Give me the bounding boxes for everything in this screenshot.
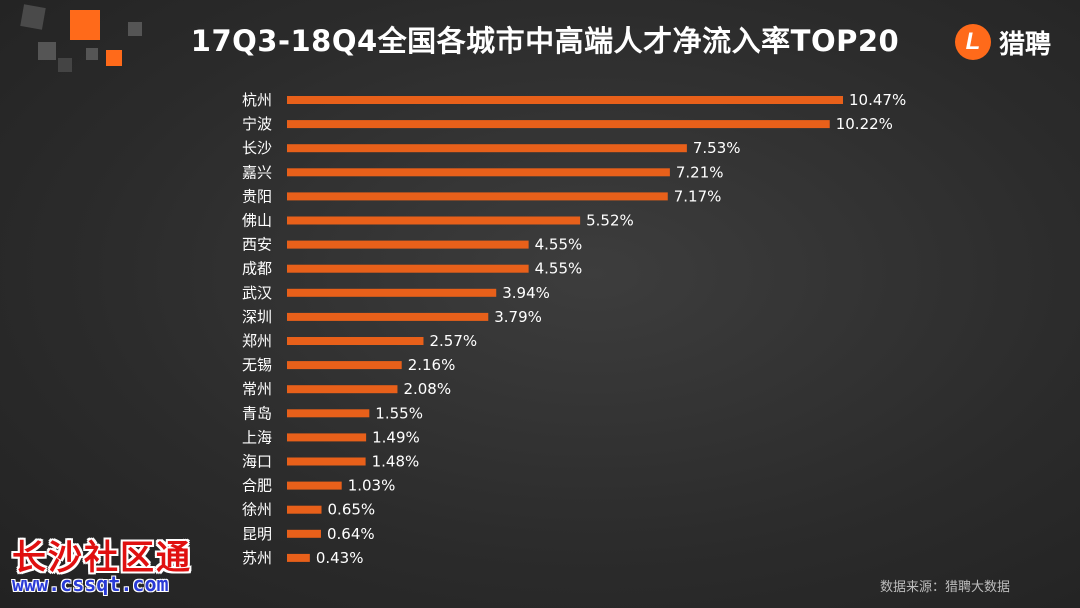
value-label: 7.53% — [693, 139, 741, 157]
category-label: 苏州 — [242, 549, 272, 567]
value-label: 1.49% — [372, 428, 420, 446]
category-label: 宁波 — [242, 115, 272, 133]
value-label: 10.47% — [849, 91, 906, 109]
category-label: 海口 — [242, 453, 272, 471]
value-label: 10.22% — [836, 115, 893, 133]
bar — [287, 216, 581, 225]
bar — [287, 96, 843, 104]
value-label: 0.65% — [328, 501, 376, 519]
bar — [287, 144, 687, 153]
category-label: 嘉兴 — [242, 163, 272, 181]
bar — [287, 481, 342, 490]
value-label: 3.79% — [494, 308, 542, 326]
watermark-url: www.cssqt.com — [12, 572, 169, 596]
bar — [287, 385, 398, 394]
category-label: 无锡 — [242, 356, 272, 374]
decorative-cubes — [20, 4, 142, 72]
value-label: 1.55% — [375, 404, 423, 422]
bar — [287, 505, 322, 514]
category-label: 郑州 — [242, 332, 272, 350]
category-label: 昆明 — [242, 525, 272, 543]
bar — [287, 264, 529, 273]
value-label: 3.94% — [502, 284, 550, 302]
bar — [287, 553, 310, 562]
bar — [287, 120, 830, 129]
category-label: 深圳 — [242, 308, 272, 326]
bar — [287, 192, 668, 201]
category-label: 成都 — [242, 260, 272, 278]
category-label: 西安 — [242, 236, 272, 254]
category-label: 合肥 — [242, 477, 272, 495]
category-label: 杭州 — [242, 91, 272, 109]
value-label: 0.64% — [327, 525, 375, 543]
data-source-note: 数据来源：猎聘大数据 — [880, 580, 1011, 595]
logo-text: 猎聘 — [999, 29, 1052, 60]
value-label: 2.16% — [408, 356, 456, 374]
value-label: 0.43% — [316, 549, 364, 567]
value-label: 5.52% — [586, 212, 634, 230]
bar — [287, 312, 489, 321]
category-label: 长沙 — [242, 139, 272, 157]
bar — [287, 457, 366, 466]
bar — [287, 409, 370, 418]
category-label: 武汉 — [242, 284, 272, 302]
value-label: 1.03% — [348, 477, 396, 495]
category-label: 贵阳 — [242, 187, 272, 205]
bar — [287, 288, 497, 297]
category-label: 上海 — [242, 428, 272, 446]
logo-mark: L — [955, 24, 991, 60]
value-label: 4.55% — [535, 236, 583, 254]
bar — [287, 433, 367, 442]
category-label: 青岛 — [242, 404, 272, 422]
bar — [287, 168, 670, 177]
value-label: 7.17% — [674, 187, 722, 205]
liepin-logo: L 猎聘 — [955, 20, 1051, 64]
category-label: 佛山 — [242, 212, 272, 230]
value-label: 2.08% — [403, 380, 451, 398]
page-title: 17Q3-18Q4全国各城市中高端人才净流入率TOP20 — [190, 24, 900, 58]
value-label: 2.57% — [429, 332, 477, 350]
bar — [287, 240, 529, 249]
bar — [287, 361, 402, 370]
category-label: 徐州 — [242, 501, 272, 519]
bar — [287, 529, 321, 538]
value-label: 4.55% — [535, 260, 583, 278]
category-label: 常州 — [242, 380, 272, 398]
value-label: 7.21% — [676, 163, 724, 181]
bar — [287, 337, 424, 345]
watermark-text: 长沙社区通 — [12, 538, 192, 578]
value-label: 1.48% — [372, 453, 420, 471]
